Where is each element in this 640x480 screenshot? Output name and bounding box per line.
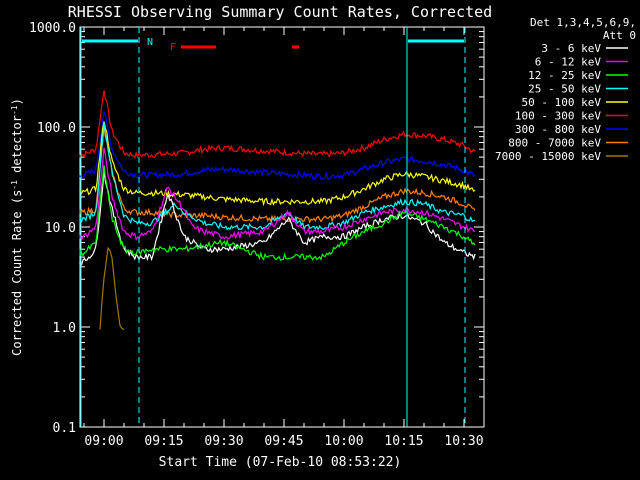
x-tick-label: 10:00	[324, 434, 363, 449]
chart-title: RHESSI Observing Summary Count Rates, Co…	[68, 3, 492, 21]
legend-label: 12 - 25 keV	[528, 69, 601, 82]
x-tick-label: 09:30	[204, 434, 243, 449]
x-tick-label: 09:45	[264, 434, 303, 449]
series-line	[79, 90, 476, 160]
series-line	[79, 171, 476, 266]
legend-label: 6 - 12 keV	[535, 56, 602, 69]
series-line	[79, 164, 476, 261]
plot-frame	[79, 26, 485, 428]
legend-label: 25 - 50 keV	[528, 83, 601, 96]
axis-ticks: 09:00 09:15 09:30 09:45 10:00 10:15 10:30 1000.…	[29, 21, 484, 449]
legend-header: Det 1,3,4,5,6,9,	[530, 16, 636, 29]
series-line	[79, 126, 476, 224]
series-line	[79, 121, 476, 207]
x-tick-label: 10:15	[384, 434, 423, 449]
y-axis-label: Corrected Count Rate (s-1 detector-1)	[10, 98, 25, 356]
legend-label: 100 - 300 keV	[515, 110, 601, 123]
series-line	[79, 109, 476, 180]
legend-header: Att 0	[603, 29, 636, 42]
y-tick-label: 10.0	[45, 221, 76, 236]
x-tick-label: 09:00	[84, 434, 123, 449]
legend-label: 800 - 7000 keV	[508, 137, 601, 150]
x-tick-label: 10:30	[444, 434, 483, 449]
y-tick-label: 1000.0	[29, 21, 76, 36]
series-layer	[79, 90, 476, 331]
series-line	[79, 147, 476, 242]
y-tick-label: 0.1	[53, 421, 76, 436]
x-tick-label: 09:15	[144, 434, 183, 449]
series-line	[79, 122, 476, 232]
x-axis-label: Start Time (07-Feb-10 08:53:22)	[159, 455, 402, 470]
legend-label: 50 - 100 keV	[522, 96, 602, 109]
legend-label: 3 - 6 keV	[541, 42, 601, 55]
night-marker-label: N	[147, 37, 153, 48]
legend-label: 7000 - 15000 keV	[495, 150, 601, 163]
legend-label: 300 - 800 keV	[515, 123, 601, 136]
y-tick-label: 1.0	[53, 321, 76, 336]
y-tick-label: 100.0	[37, 121, 76, 136]
series-line	[99, 246, 125, 331]
flare-marker-label: F	[170, 42, 176, 53]
